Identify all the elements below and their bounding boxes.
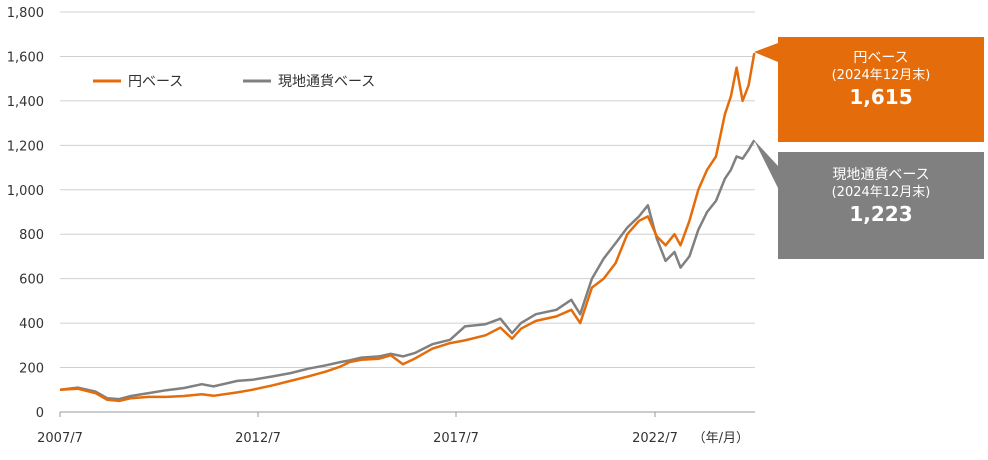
x-tick-label: 2017/7 <box>433 431 479 446</box>
y-tick-label: 1,600 <box>7 50 44 65</box>
callout-yen-title: 円ベース <box>853 50 909 66</box>
x-axis-unit-label: （年/月） <box>693 431 749 446</box>
y-tick-label: 1,400 <box>7 95 44 110</box>
legend-label-yen: 円ベース <box>128 74 183 90</box>
y-tick-label: 400 <box>19 317 44 332</box>
y-tick-label: 0 <box>36 406 44 421</box>
callout-local-date: (2024年12月末) <box>831 185 931 200</box>
y-axis-ticks: 0 200 400 600 800 1,000 1,200 1,400 1,600 1,800 <box>7 6 44 421</box>
y-tick-label: 1,800 <box>7 6 44 21</box>
x-tick-label: 2012/7 <box>235 431 281 446</box>
callout-pointer-local <box>754 140 778 188</box>
legend-label-local: 現地通貨ベース <box>278 73 375 90</box>
callout-local-title: 現地通貨ベース <box>832 167 930 183</box>
y-tick-label: 200 <box>19 362 44 377</box>
series-lines <box>59 52 756 403</box>
callout-pointer-yen <box>754 43 778 62</box>
y-tick-label: 1,000 <box>7 184 44 199</box>
y-tick-label: 1,200 <box>7 139 44 154</box>
x-tick-label: 2022/7 <box>632 431 678 446</box>
legend: 円ベース 現地通貨ベース <box>93 73 375 90</box>
callout-local-value: 1,223 <box>849 202 913 226</box>
callout-yen-base: 円ベース (2024年12月末) 1,615 <box>778 37 984 142</box>
callout-yen-date: (2024年12月末) <box>831 68 931 83</box>
y-tick-label: 800 <box>19 228 44 243</box>
y-tick-label: 600 <box>19 273 44 288</box>
series-line-yen <box>59 52 756 403</box>
callout-yen-value: 1,615 <box>849 85 913 109</box>
x-tick-label: 2007/7 <box>37 431 83 446</box>
series-line-local <box>59 139 756 401</box>
x-axis-ticks: 2007/7 2012/7 2017/7 2022/7 （年/月） <box>37 412 749 446</box>
gridlines <box>60 11 755 369</box>
callout-local-base: 現地通貨ベース (2024年12月末) 1,223 <box>778 152 984 259</box>
